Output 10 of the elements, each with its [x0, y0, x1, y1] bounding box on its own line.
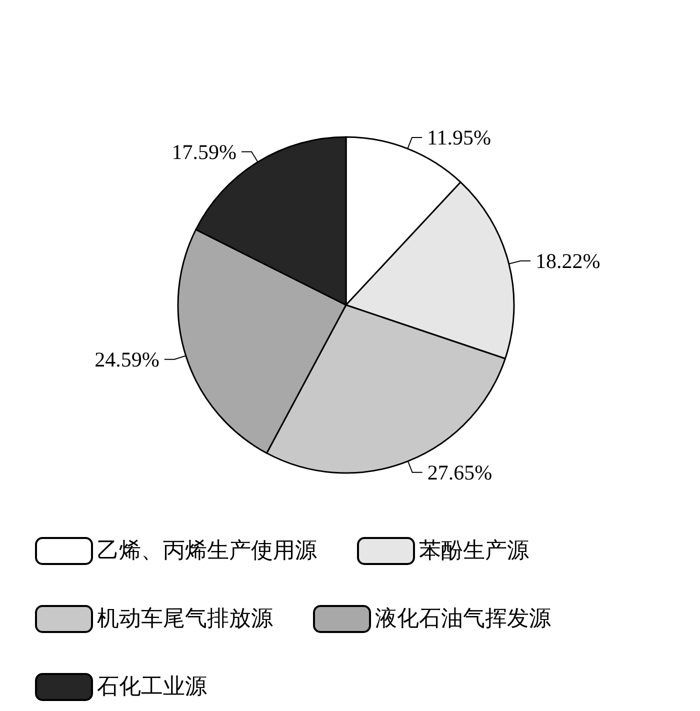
legend-label: 液化石油气挥发源	[375, 606, 551, 632]
data-label: 17.59%	[172, 140, 237, 164]
data-label: 27.65%	[427, 460, 492, 484]
legend-label: 苯酚生产源	[419, 538, 529, 564]
legend-label: 乙烯、丙烯生产使用源	[97, 538, 317, 564]
data-label: 11.95%	[427, 126, 491, 150]
data-label: 18.22%	[536, 248, 600, 273]
legend-label: 机动车尾气排放源	[97, 606, 273, 632]
data-label: 24.59%	[94, 347, 160, 372]
legend-label: 石化工业源	[97, 674, 207, 700]
